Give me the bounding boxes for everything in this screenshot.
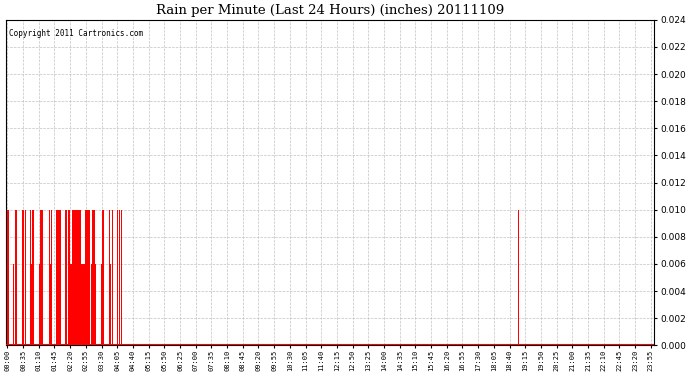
Title: Rain per Minute (Last 24 Hours) (inches) 20111109: Rain per Minute (Last 24 Hours) (inches)… <box>156 4 504 17</box>
Text: Copyright 2011 Cartronics.com: Copyright 2011 Cartronics.com <box>9 30 144 39</box>
